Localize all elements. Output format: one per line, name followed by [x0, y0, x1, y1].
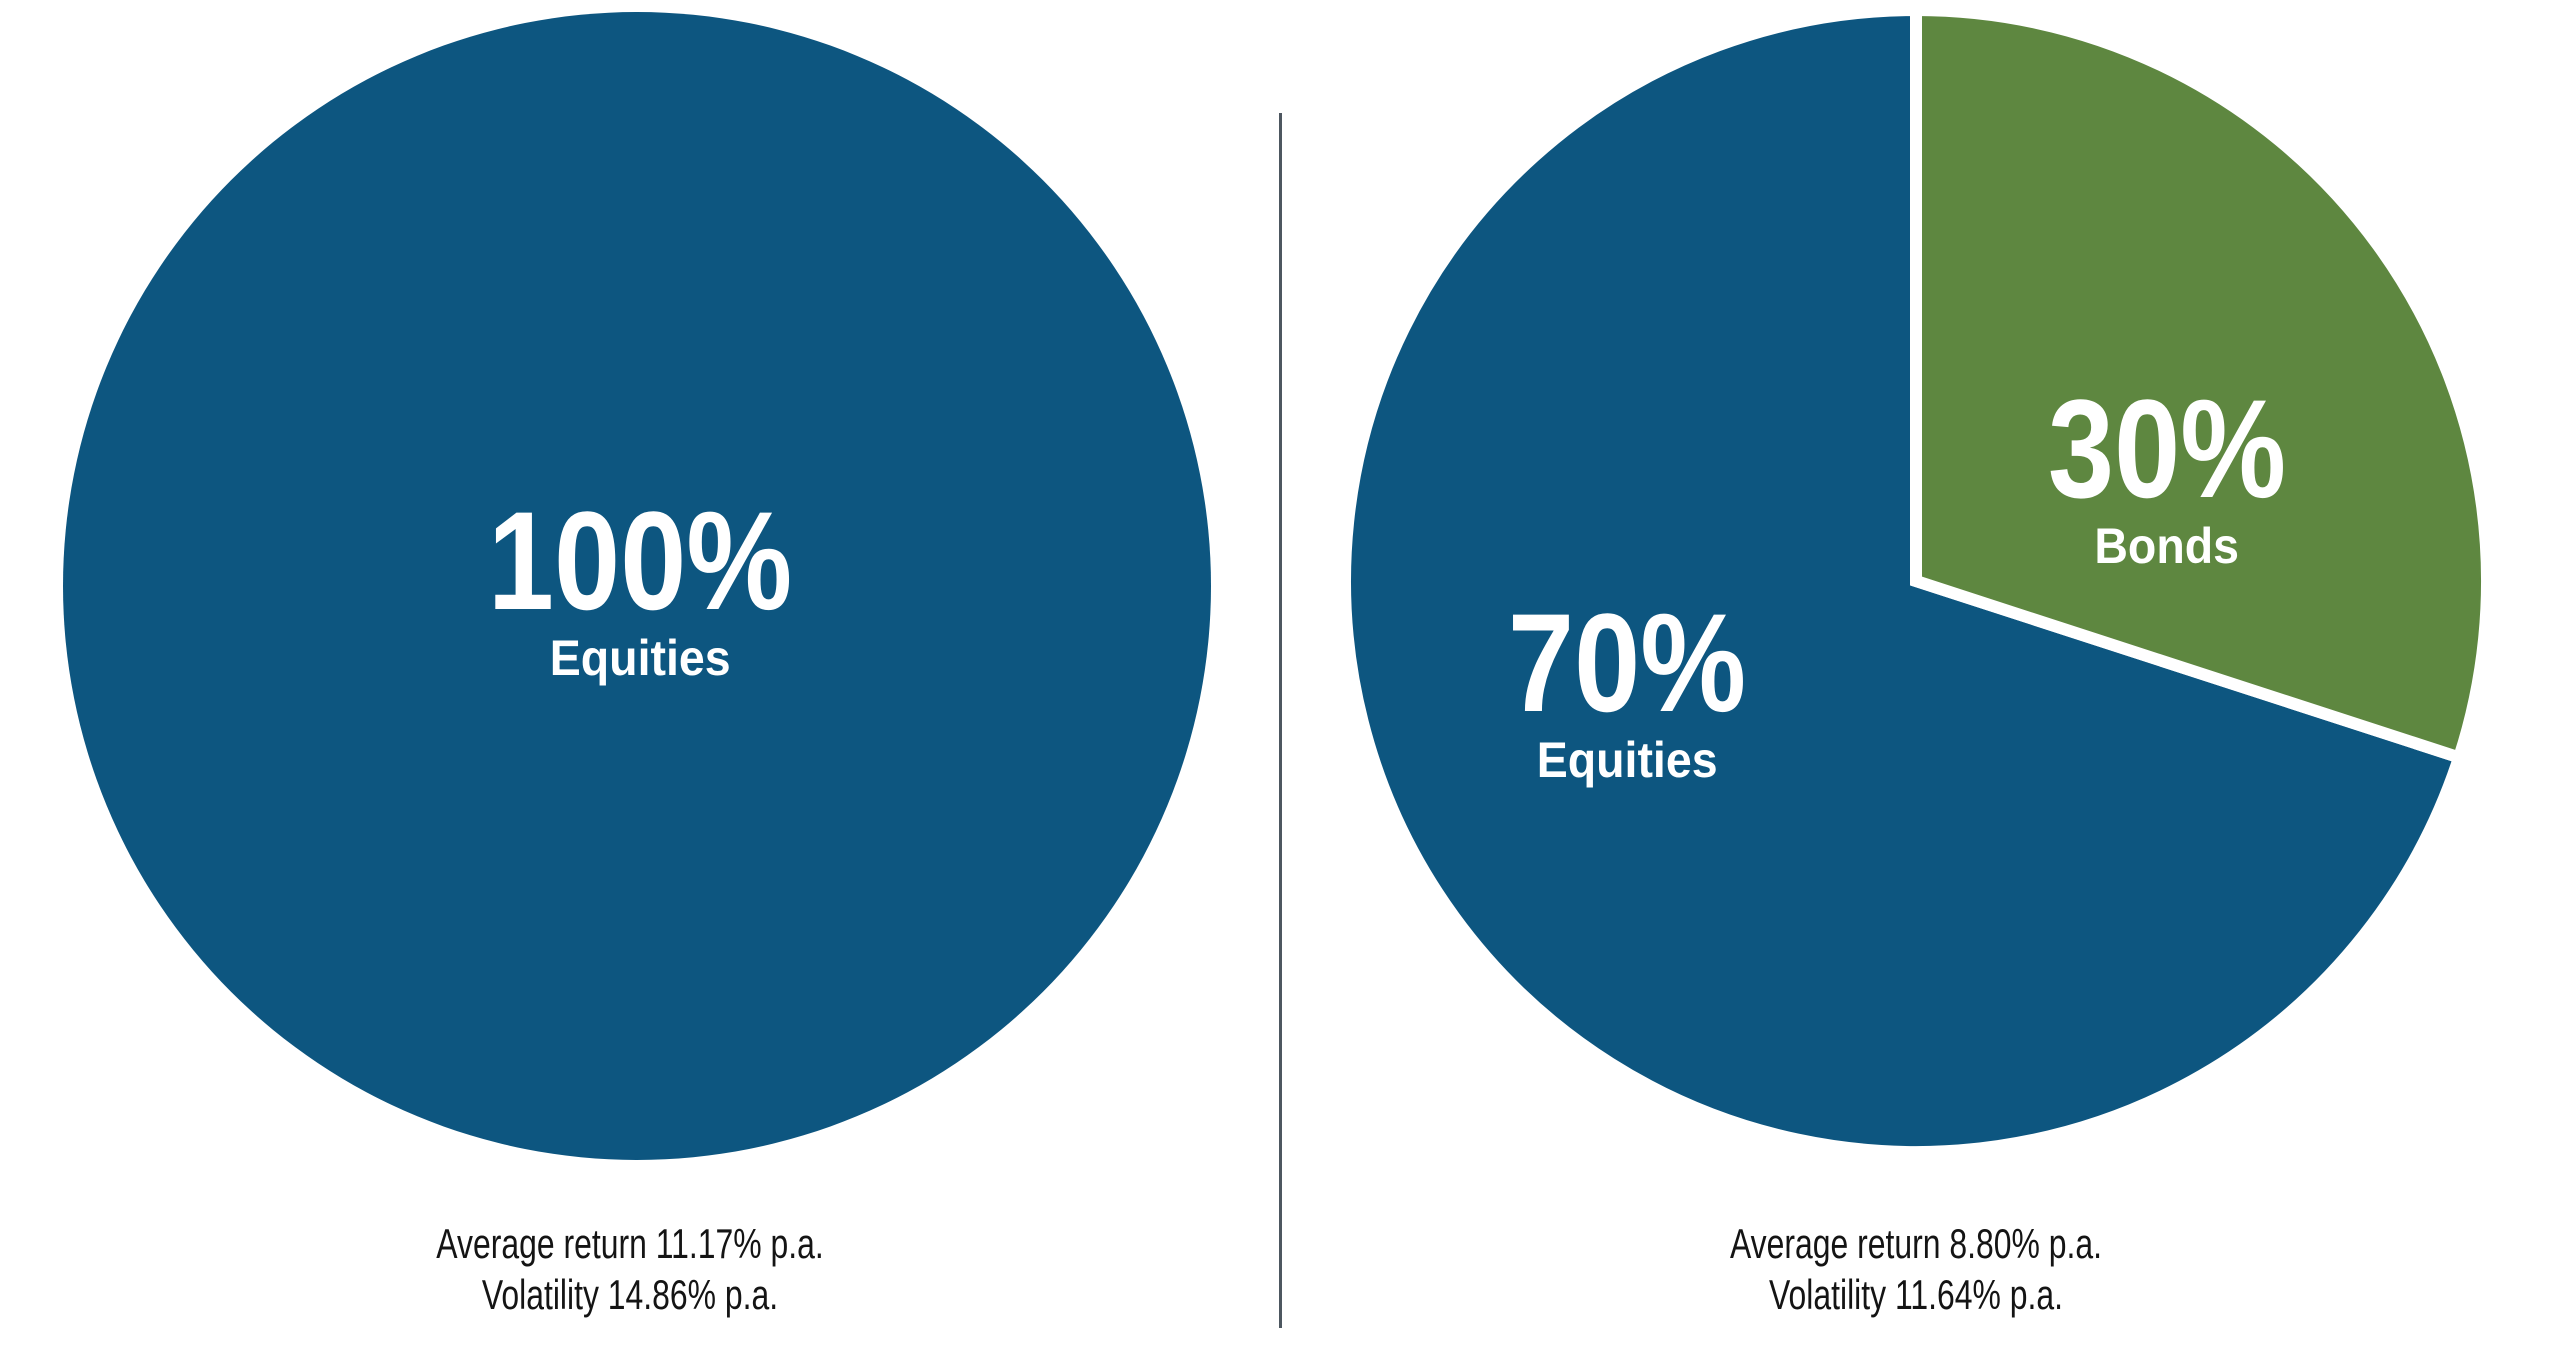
right-pie-caption: Average return 8.80% p.a. Volatility 11.… — [1671, 1218, 2161, 1320]
right-caption-average-return: Average return 8.80% p.a. — [1729, 1220, 2103, 1267]
left-caption-average-return: Average return 11.17% p.a. — [436, 1220, 824, 1267]
left-caption-volatility: Volatility 14.86% p.a. — [481, 1271, 779, 1318]
left-pie-chart — [63, 12, 1211, 1160]
right-caption-volatility: Volatility 11.64% p.a. — [1769, 1271, 2063, 1318]
left-pie-caption: Average return 11.17% p.a. Volatility 14… — [375, 1218, 885, 1320]
panel-divider-line — [1279, 113, 1282, 1328]
pie-slice-equities-70 — [1339, 3, 2467, 1158]
pie-slice-equities-100 — [63, 12, 1211, 1160]
right-pie-chart — [1339, 3, 2494, 1158]
pie-slice-bonds-30 — [1910, 3, 2494, 765]
